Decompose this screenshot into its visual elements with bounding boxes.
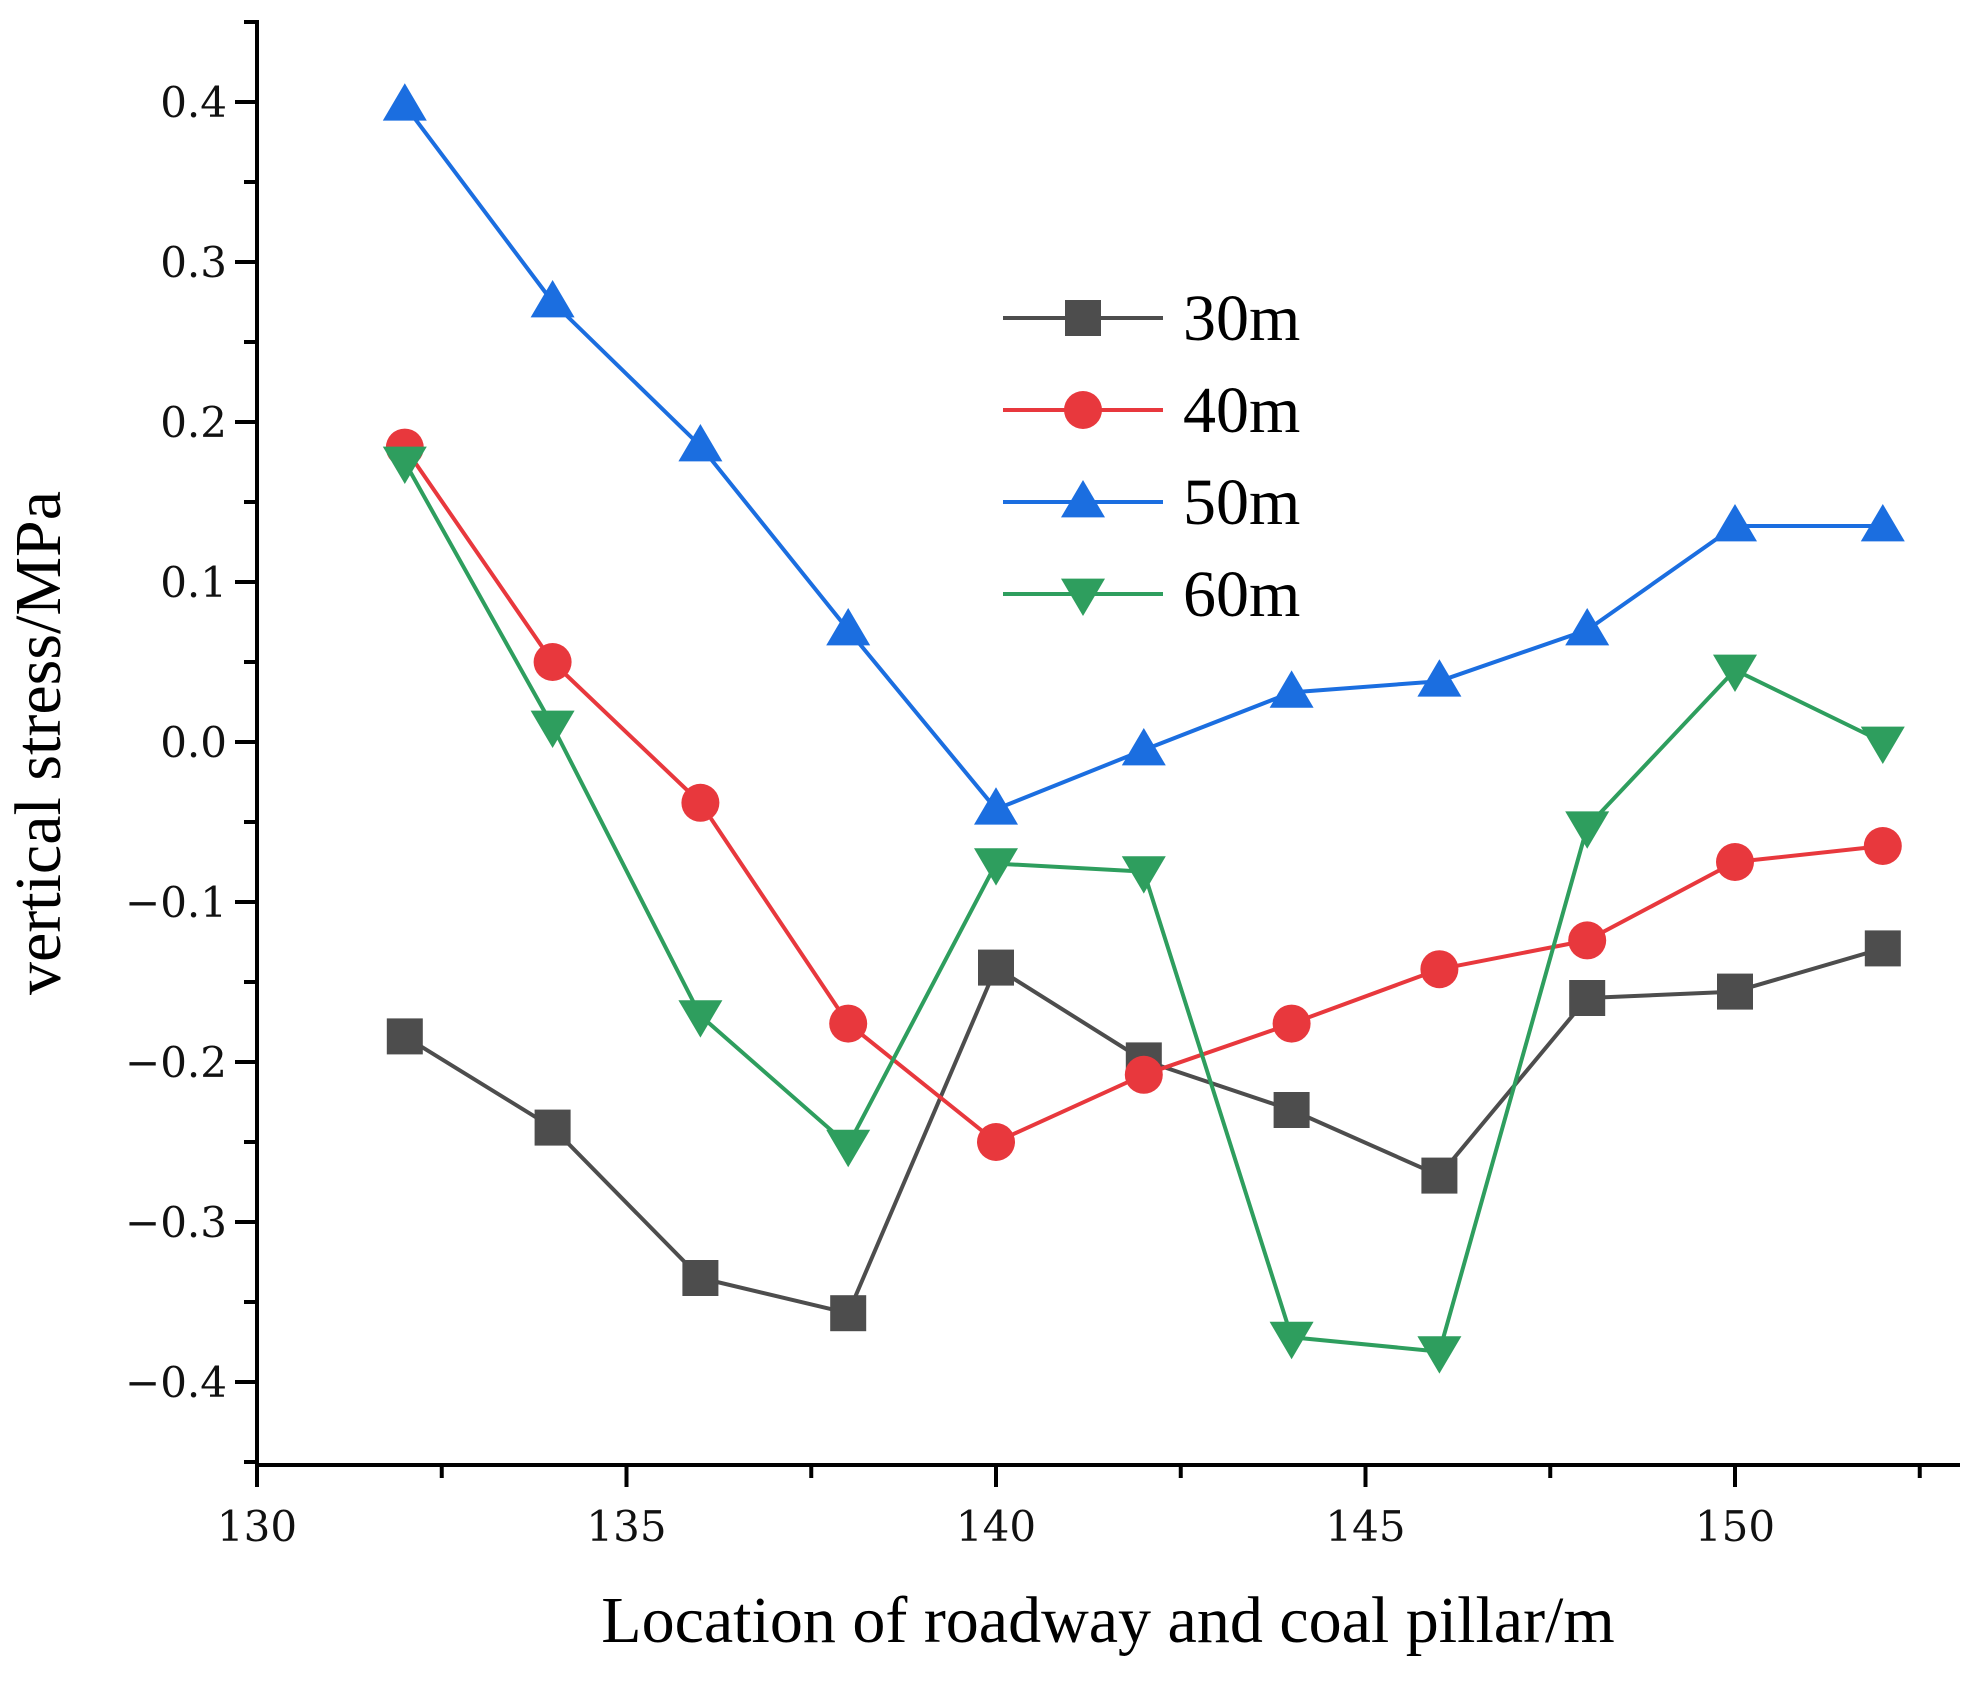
legend-label: 40m <box>1183 374 1300 447</box>
x-axis-title: Location of roadway and coal pillar/m <box>601 1584 1614 1657</box>
data-point-40m <box>977 1123 1015 1161</box>
legend-marker-triangle-up <box>1061 480 1105 518</box>
data-point-40m <box>829 1004 868 1043</box>
legend-label: 30m <box>1183 282 1300 355</box>
legend-item-50m: 50m <box>1003 466 1300 539</box>
data-point-30m <box>830 1295 867 1332</box>
data-point-40m <box>681 783 720 822</box>
data-point-60m <box>1269 1321 1314 1360</box>
data-point-60m <box>1121 856 1166 894</box>
data-point-50m <box>1860 504 1905 542</box>
data-point-60m <box>530 710 575 748</box>
data-point-50m <box>826 608 871 646</box>
data-point-60m <box>1417 1336 1462 1374</box>
data-point-30m <box>1273 1092 1310 1128</box>
x-tick-label: 145 <box>1325 1502 1405 1551</box>
data-point-60m <box>382 446 427 484</box>
data-point-50m <box>1417 659 1462 697</box>
y-tick-label: 0.3 <box>160 238 227 287</box>
data-point-30m <box>1864 930 1901 967</box>
data-point-30m <box>682 1260 719 1296</box>
data-point-40m <box>1124 1055 1163 1094</box>
data-point-30m <box>1421 1157 1458 1194</box>
legend-label: 50m <box>1183 466 1300 539</box>
series-40m <box>385 428 1902 1161</box>
series-60m <box>382 446 1905 1374</box>
data-point-60m <box>678 1000 723 1038</box>
legend-marker-square <box>1065 300 1101 336</box>
x-tick-label: 130 <box>217 1502 297 1551</box>
data-point-50m <box>1269 670 1314 708</box>
data-point-50m <box>1713 504 1757 542</box>
series-30m <box>386 930 1901 1332</box>
data-point-60m <box>1713 654 1757 692</box>
data-point-50m <box>1121 728 1166 766</box>
legend-marker-circle <box>1064 391 1102 429</box>
legend-item-30m: 30m <box>1003 282 1300 355</box>
data-point-40m <box>1863 827 1902 865</box>
x-tick-label: 150 <box>1695 1502 1775 1551</box>
data-point-40m <box>1272 1004 1311 1043</box>
data-point-30m <box>534 1109 571 1146</box>
y-tick-label: 0.1 <box>160 558 227 607</box>
x-tick-label: 140 <box>956 1502 1036 1551</box>
data-point-40m <box>533 643 572 681</box>
data-point-50m <box>1565 608 1610 646</box>
x-tick-label: 135 <box>586 1502 666 1551</box>
data-point-60m <box>826 1129 871 1168</box>
data-point-60m <box>1860 726 1905 764</box>
series-line-50m <box>403 103 1883 812</box>
y-tick-label: −0.2 <box>125 1038 227 1087</box>
y-tick-label: −0.3 <box>125 1198 227 1247</box>
legend: 30m 40m 50m 60m <box>1003 282 1300 631</box>
data-point-30m <box>1569 980 1606 1016</box>
data-point-30m <box>978 949 1014 986</box>
data-point-60m <box>974 848 1018 886</box>
data-point-30m <box>386 1018 423 1055</box>
y-tick-label: −0.4 <box>125 1358 227 1407</box>
data-point-50m <box>530 280 575 318</box>
data-point-50m <box>382 83 427 121</box>
axes: 130 135 140 145 150 −0.4 −0.3 −0.2 −0.1 0.0 0.1 0.2… <box>125 20 1960 1551</box>
plot-area <box>382 83 1905 1374</box>
data-point-40m <box>1420 950 1459 989</box>
data-point-60m <box>1565 811 1610 849</box>
data-point-30m <box>1717 973 1753 1010</box>
y-tick-label: 0.0 <box>160 718 227 767</box>
y-tick-label: −0.1 <box>125 878 227 927</box>
legend-label: 60m <box>1183 558 1300 631</box>
data-point-40m <box>1716 843 1754 881</box>
series-line-40m <box>403 446 1884 1144</box>
legend-marker-triangle-down <box>1061 578 1105 616</box>
legend-item-40m: 40m <box>1003 374 1300 447</box>
y-tick-label: 0.2 <box>160 398 227 447</box>
legend-item-60m: 60m <box>1003 558 1300 631</box>
y-axis-title: vertical stress/MPa <box>2 491 75 995</box>
data-point-50m <box>678 424 723 462</box>
y-tick-label: 0.4 <box>160 78 227 127</box>
series-line-30m <box>403 946 1884 1316</box>
data-point-50m <box>974 787 1018 825</box>
series-50m <box>382 83 1905 825</box>
data-point-40m <box>1568 921 1607 960</box>
